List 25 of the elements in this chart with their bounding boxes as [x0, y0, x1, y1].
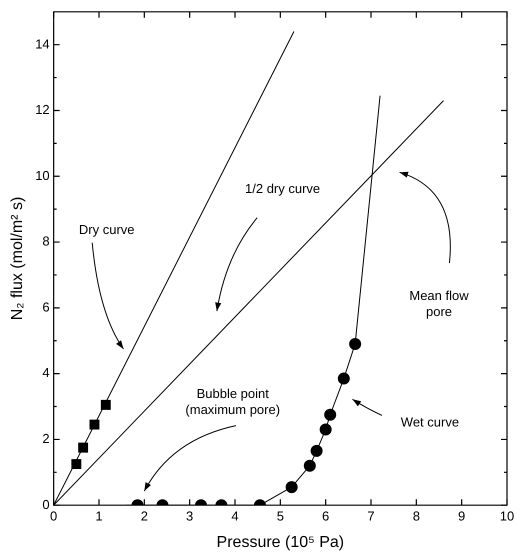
y-tick-label: 12	[35, 102, 50, 118]
y-tick-label: 2	[42, 430, 50, 446]
annotation: 1/2 dry curve	[245, 181, 320, 196]
y-tick-label: 6	[42, 299, 50, 314]
x-tick-label: 10	[500, 508, 514, 524]
x-tick-label: 6	[322, 508, 330, 524]
annotation: Wet curve	[400, 414, 460, 430]
x-tick-label: 2	[140, 508, 148, 524]
y-tick-label: 10	[35, 168, 50, 183]
x-tick-label: 5	[276, 508, 284, 524]
y-tick-label: 14	[35, 36, 50, 52]
x-tick-label: 1	[95, 508, 103, 524]
y-tick-label: 8	[42, 234, 50, 249]
y-axis-title: N₂ flux (mol/m² s)	[9, 196, 26, 320]
x-axis-title: Pressure (10⁵ Pa)	[216, 534, 344, 551]
x-tick-label: 3	[186, 508, 194, 524]
annotation: Bubble point (maximum pore)	[185, 386, 280, 417]
annotation: Mean flow pore	[409, 288, 470, 320]
annotation: Dry curve	[78, 222, 135, 238]
y-tick-label: 0	[42, 496, 50, 512]
x-tick-label: 7	[367, 508, 375, 524]
y-tick-label: 4	[42, 365, 50, 380]
x-tick-label: 9	[458, 508, 466, 524]
x-tick-label: 4	[231, 508, 239, 524]
x-tick-label: 8	[412, 508, 420, 524]
